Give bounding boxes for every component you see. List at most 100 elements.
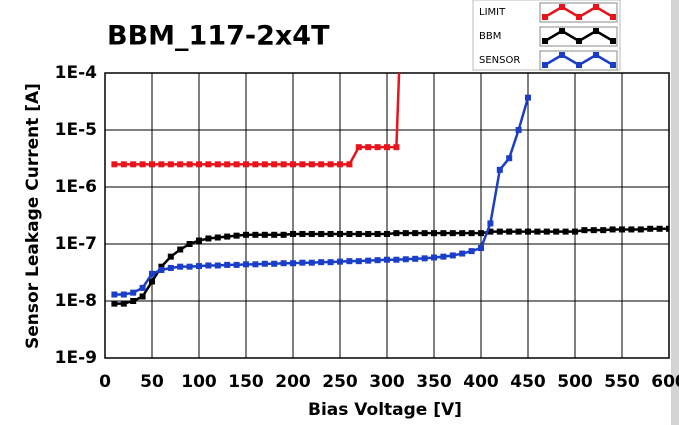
data-point [525,94,531,101]
data-point [130,298,137,304]
data-point [478,230,484,237]
data-point [120,300,127,307]
data-point [628,226,635,233]
data-point [496,166,503,173]
data-point [224,261,231,268]
data-point [637,226,644,233]
data-point [515,127,522,133]
data-point [459,250,466,257]
data-point [139,284,146,291]
data-point [590,227,597,234]
legend-sample-marker [576,38,582,44]
x-tick-label: 400 [463,372,499,392]
data-point [346,258,353,265]
data-point [327,230,334,237]
legend-sample-marker [559,52,565,58]
data-point [111,291,118,298]
data-point [365,257,372,264]
legend-sample-marker [610,38,616,44]
y-tick-label: 1E-7 [55,234,97,254]
data-point [299,230,306,237]
data-point [402,230,409,237]
data-point [261,231,268,238]
data-point [355,230,362,237]
x-tick-label: 350 [416,372,452,392]
x-tick-label: 450 [510,372,546,392]
data-point [506,155,513,162]
legend-sample-marker [542,38,548,44]
data-point [120,161,127,168]
data-point [581,227,588,234]
data-point [261,161,268,168]
data-point [252,161,259,168]
data-point [111,300,118,307]
data-point [421,255,428,262]
data-point [487,228,494,235]
data-point [440,253,447,260]
x-tick-label: 600 [651,372,679,392]
legend-sample-marker [559,4,565,10]
legend-sample-marker [576,62,582,68]
data-point [233,232,240,239]
data-point [280,231,287,238]
data-point [130,161,137,168]
legend-sample-marker [559,28,565,34]
data-point [412,255,419,262]
x-tick-label: 500 [557,372,593,392]
data-point [214,262,221,269]
data-point [327,259,334,266]
data-point [158,161,165,168]
data-point [355,258,362,265]
data-point [468,248,475,255]
data-point [205,235,212,242]
data-point [280,260,287,267]
data-point [205,262,212,269]
data-point [299,259,306,266]
data-point [111,161,118,168]
data-point [252,261,259,268]
data-point [656,225,663,232]
data-point [243,261,249,268]
data-point [186,263,193,270]
data-point [290,230,296,237]
data-point [261,260,268,267]
data-point [139,293,146,300]
data-point [158,266,165,273]
data-point [186,241,193,247]
data-point [233,161,240,168]
data-point [280,161,287,168]
x-tick-label: 200 [275,372,311,392]
data-point [224,161,231,168]
data-point [393,256,400,263]
data-point [365,230,372,237]
data-point [619,226,625,233]
data-point [384,230,390,237]
legend-sample-marker [576,14,582,20]
data-point [130,289,137,296]
data-point [374,257,381,264]
data-point [393,230,400,237]
legend-sample-marker [610,14,616,20]
legend-label: LIMIT [479,7,506,18]
data-point [431,230,437,237]
legend-label: SENSOR [479,55,520,66]
data-point [243,161,249,168]
data-point [393,144,400,151]
data-point [412,230,419,237]
data-point [496,228,503,235]
data-point [299,161,306,168]
legend-sample-marker [593,52,599,58]
data-point [515,228,522,235]
y-tick-label: 1E-5 [55,120,97,140]
data-point [337,230,343,237]
data-point [177,246,184,253]
data-point [506,228,513,235]
x-axis-label: Bias Voltage [V] [308,400,462,420]
data-point [468,230,475,237]
data-point [252,231,259,238]
data-point [308,259,315,266]
data-point [327,161,334,168]
data-point [337,258,343,265]
data-point [355,144,362,151]
